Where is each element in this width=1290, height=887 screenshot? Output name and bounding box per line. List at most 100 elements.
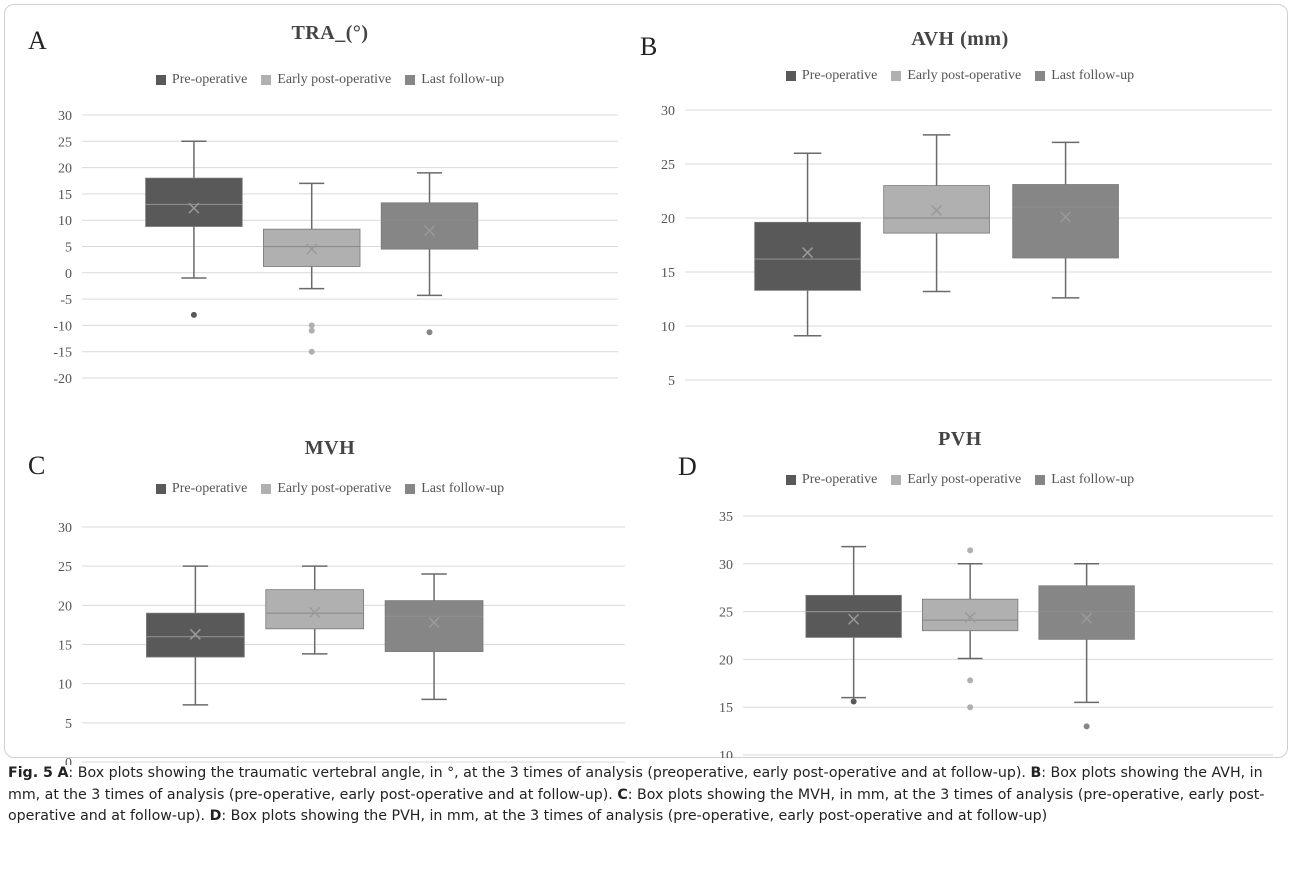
- y-tick-label: 30: [719, 558, 733, 573]
- y-tick-label: -5: [60, 293, 72, 308]
- legend-swatch-last: [405, 75, 416, 85]
- panel-letter-a: A: [28, 26, 47, 55]
- mean-marker: [306, 243, 318, 255]
- legend-swatch-pre: [155, 75, 166, 85]
- box: [384, 600, 484, 652]
- y-tick-label: 25: [58, 135, 72, 150]
- box-plot-c: 30 25 20 15 10 5 0: [58, 521, 625, 765]
- caption-text-a: : Box plots showing the traumatic verteb…: [68, 765, 1031, 781]
- y-tick-label: 35: [719, 510, 733, 525]
- outlier-point: [850, 698, 857, 705]
- chart-title-c: MVH: [304, 437, 356, 459]
- y-tick-label: 25: [719, 606, 733, 621]
- legend-swatch-pre: [785, 71, 796, 81]
- legend-item-pre: Pre-operative: [155, 72, 248, 88]
- legend-label-last: Last follow-up: [421, 481, 505, 496]
- legend-item-last: Last follow-up: [1035, 472, 1134, 488]
- y-tick-label: 30: [58, 521, 72, 536]
- y-tick-label: 20: [58, 599, 72, 614]
- legend-swatch-pre: [785, 475, 796, 485]
- box: [921, 598, 1019, 632]
- outlier-point: [967, 547, 974, 554]
- mean-marker: [428, 617, 440, 629]
- legend-label-pre: Pre-operative: [171, 481, 248, 496]
- mean-marker: [802, 247, 814, 259]
- mean-marker: [964, 611, 976, 623]
- mean-marker: [1081, 612, 1093, 624]
- chart-title-d: PVH: [938, 428, 982, 450]
- legend-b: Pre-operative Early post-operative Last …: [640, 68, 1280, 84]
- legend-d: Pre-operative Early post-operative Last …: [640, 472, 1280, 488]
- legend-a: Pre-operative Early post-operative Last …: [20, 72, 640, 88]
- y-tick-label: 25: [58, 560, 72, 575]
- box: [1012, 184, 1119, 259]
- outlier-point: [967, 677, 974, 684]
- box: [805, 594, 902, 638]
- legend-item-last: Last follow-up: [405, 72, 504, 88]
- caption-letter-b: B: [1030, 765, 1042, 781]
- legend-swatch-early: [261, 484, 272, 494]
- mean-marker: [1060, 211, 1072, 223]
- legend-swatch-pre: [155, 484, 166, 494]
- caption-fig-label: Fig. 5: [8, 765, 53, 781]
- legend-swatch-last: [1035, 475, 1046, 485]
- caption-text-c: : Box plots showing the MVH, in mm, at t…: [8, 786, 1265, 825]
- legend-swatch-early: [891, 71, 902, 81]
- y-tick-label: 30: [58, 109, 72, 124]
- panel-letter-b: B: [640, 32, 658, 61]
- y-tick-label: 0: [65, 267, 72, 282]
- caption-letter-c: C: [617, 786, 628, 803]
- legend-label-early: Early post-operative: [277, 481, 392, 496]
- y-tick-label: -20: [53, 372, 72, 387]
- outlier-point: [426, 329, 433, 336]
- panel-a: A TRA_(°) Pre-operative Early post-opera…: [20, 10, 640, 400]
- legend-item-early: Early post-operative: [891, 68, 1021, 84]
- legend-item-last: Last follow-up: [1035, 68, 1134, 84]
- box-plot-b: 30 25 20 15 10 5: [661, 104, 1272, 389]
- y-tick-label: 20: [719, 653, 733, 668]
- caption-letter-d: D: [209, 808, 222, 825]
- figure-frame: [4, 4, 1288, 758]
- y-tick-label: 0: [65, 756, 72, 765]
- y-tick-label: 15: [661, 266, 675, 281]
- panel-letter-d: D: [678, 452, 697, 481]
- y-tick-label: -10: [53, 319, 72, 334]
- y-tick-label: 5: [65, 241, 72, 256]
- outlier-point: [967, 704, 974, 711]
- y-tick-label: 30: [661, 104, 675, 119]
- legend-label-early: Early post-operative: [907, 68, 1022, 83]
- panel-letter-c: C: [28, 451, 46, 480]
- y-tick-label: 20: [58, 162, 72, 177]
- chart-title-b: AVH (mm): [911, 28, 1009, 50]
- legend-item-last: Last follow-up: [405, 481, 504, 497]
- panel-c: C MVH Pre-operative Early post-operative…: [20, 425, 640, 765]
- y-tick-label: 10: [58, 214, 72, 229]
- legend-item-pre: Pre-operative: [785, 472, 877, 488]
- legend-item-pre: Pre-operative: [155, 481, 248, 497]
- legend-item-pre: Pre-operative: [785, 68, 878, 84]
- box: [1038, 585, 1135, 640]
- y-tick-label: 10: [719, 749, 733, 758]
- box-plot-a: 30 25 20 15 10 5 0 -5 -10 -15 -20: [53, 109, 618, 387]
- y-tick-label: -15: [53, 346, 72, 361]
- legend-label-last: Last follow-up: [1051, 472, 1135, 487]
- y-tick-label: 5: [668, 374, 675, 389]
- legend-label-pre: Pre-operative: [801, 68, 878, 83]
- box: [263, 228, 361, 267]
- box: [265, 589, 365, 630]
- y-tick-label: 15: [58, 639, 72, 654]
- mean-marker: [189, 628, 201, 640]
- outlier-point: [308, 322, 315, 329]
- mean-marker: [423, 225, 436, 237]
- panel-b: B AVH (mm) Pre-operative Early post-oper…: [640, 10, 1280, 400]
- outlier-point: [190, 311, 197, 318]
- y-tick-label: 10: [58, 678, 72, 693]
- legend-item-early: Early post-operative: [261, 72, 391, 88]
- caption-text-b: : Box plots showing the AVH, in mm, at t…: [8, 765, 1263, 803]
- legend-label-pre: Pre-operative: [171, 72, 248, 87]
- legend-c: Pre-operative Early post-operative Last …: [20, 481, 640, 497]
- outlier-point: [1083, 723, 1090, 730]
- y-tick-label: 15: [719, 701, 733, 716]
- box: [145, 177, 243, 227]
- outlier-point: [308, 348, 315, 355]
